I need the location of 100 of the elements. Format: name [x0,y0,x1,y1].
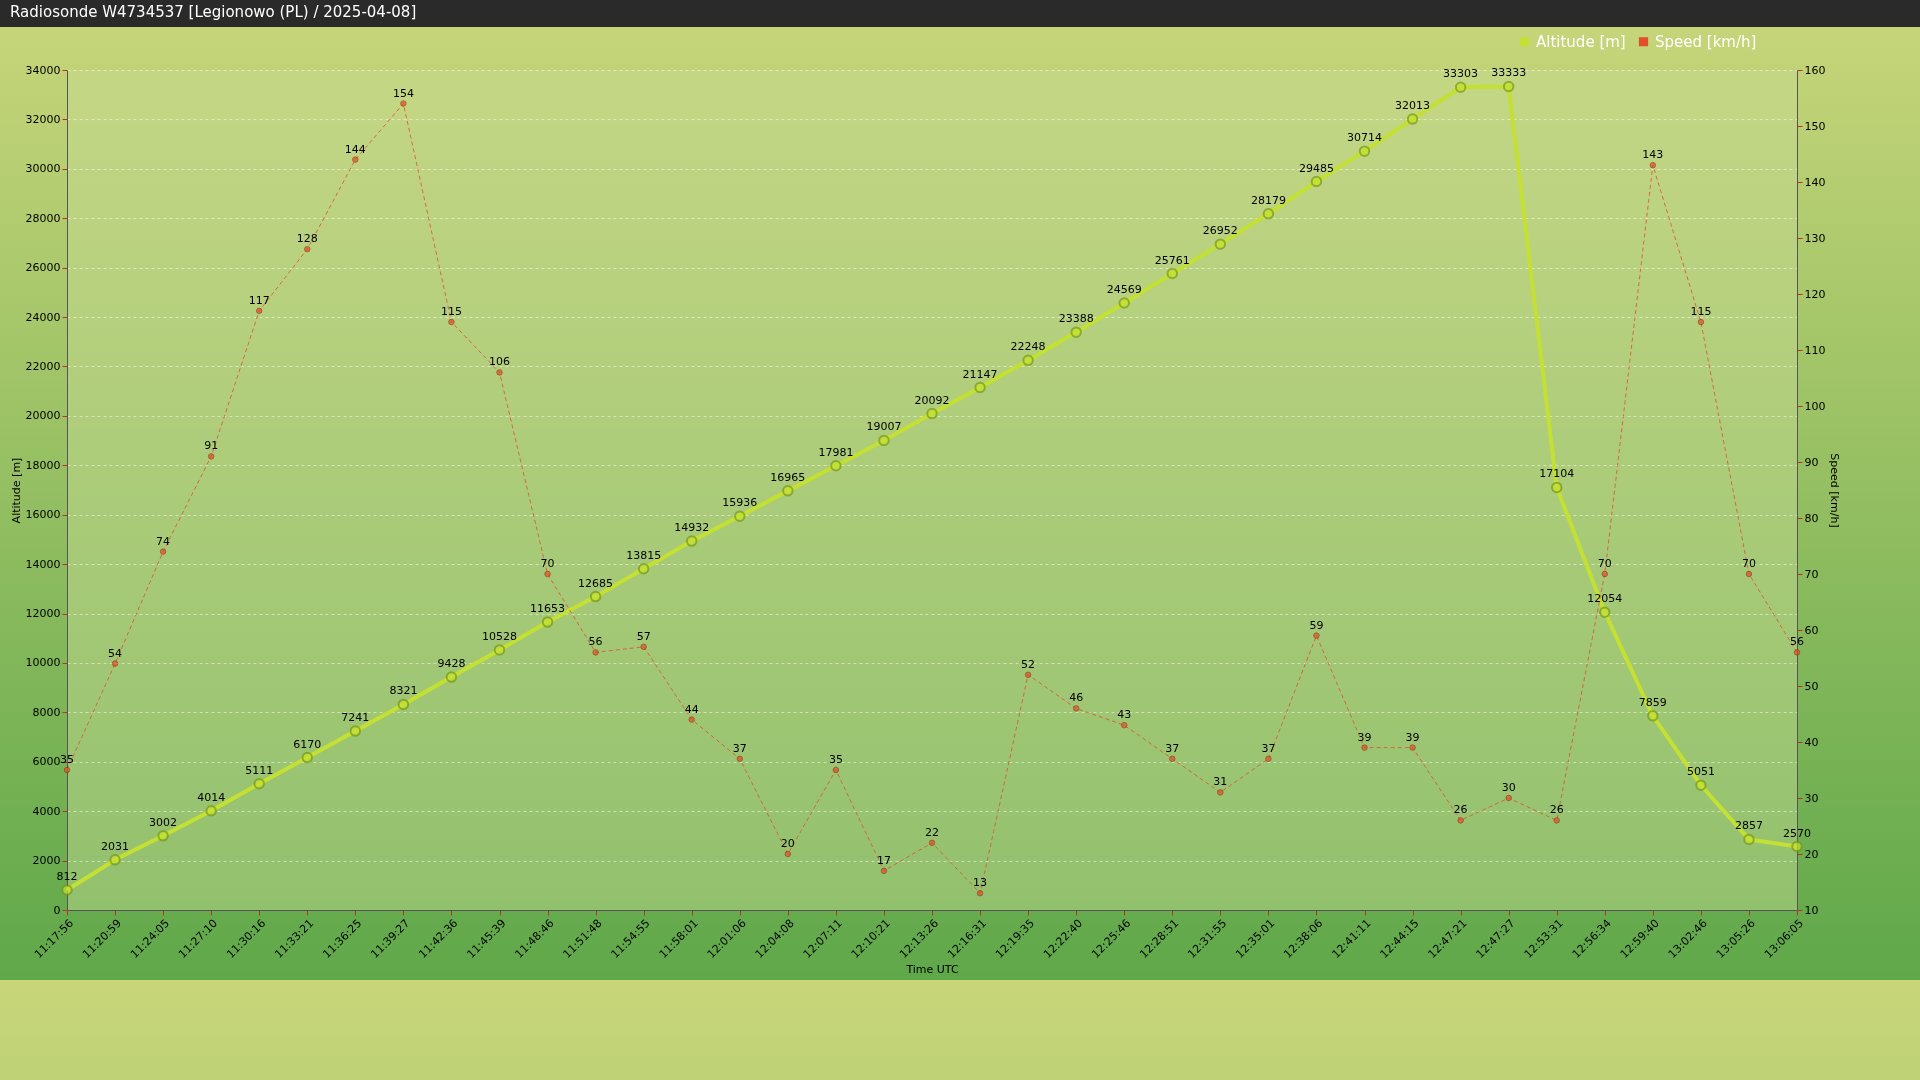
data-label: 56 [1790,635,1804,649]
y-tick-label: 8000 [32,705,61,719]
data-label: 11653 [530,602,566,616]
point [1695,779,1707,791]
y2-tick-label: 10 [1804,903,1819,917]
chart-title: Radiosonde W4734537 [Legionowo (PL) / 2025-04-08] [10,3,417,21]
point [400,100,407,107]
point [1601,570,1609,578]
data-label: 9428 [437,657,466,671]
data-label: 2570 [1783,826,1811,840]
point [111,660,119,667]
point [830,460,842,472]
point [1647,710,1659,722]
data-label: 5051 [1686,765,1715,779]
point [1024,671,1032,679]
data-label: 20 [780,837,795,850]
y-tick-label: 4000 [32,804,61,818]
point [255,307,263,315]
point [1118,297,1130,309]
point [1457,817,1464,824]
data-label: 5111 [245,763,274,777]
data-label: 33303 [1443,67,1479,81]
point [1072,705,1080,712]
point [301,751,314,764]
point [1361,744,1368,751]
y2-axis-title: Speed [km/h] [1828,453,1842,528]
data-label: 35 [60,753,74,766]
point [496,369,503,376]
y2-tick-label: 20 [1804,847,1819,861]
data-label: 30714 [1347,131,1382,145]
data-label: 70 [540,557,555,570]
data-label: 10528 [482,629,517,643]
data-label: 8321 [389,684,418,698]
point [207,453,215,460]
y-tick-label: 28000 [25,211,61,225]
data-label: 32013 [1395,99,1431,113]
y2-tick-label: 80 [1804,511,1819,525]
data-label: 15936 [722,496,758,510]
point [1505,794,1512,802]
data-label: 30 [1501,781,1516,794]
point [493,644,506,656]
x-axis-title: Time UTC [905,963,959,977]
y2-tick-label: 30 [1804,791,1819,805]
data-label: 128 [296,232,318,246]
data-label: 54 [108,646,123,660]
y-tick-label: 34000 [25,63,61,77]
data-label: 154 [392,86,414,100]
point [1697,318,1705,326]
point [1745,570,1753,578]
point [1265,755,1272,763]
point [974,381,986,394]
data-label: 43 [1117,708,1132,722]
data-label: 13 [973,876,988,890]
y2-tick-label: 150 [1804,119,1826,133]
data-label: 22248 [1010,340,1046,354]
legend-label: Altitude [m] [1536,32,1626,51]
data-label: 44 [684,702,699,716]
data-label: 37 [1261,741,1276,755]
data-label: 143 [1642,148,1664,162]
point [688,716,695,723]
data-label: 13815 [626,548,662,562]
point [352,156,359,163]
point [1310,175,1323,188]
data-label: 22 [925,825,939,839]
data-label: 7859 [1638,695,1667,709]
y-tick-label: 16000 [25,508,61,522]
y2-tick-label: 50 [1804,679,1819,693]
point [734,510,746,523]
data-label: 56 [588,635,603,649]
point [736,755,744,763]
data-label: 25761 [1154,253,1190,267]
point [63,766,71,774]
y2-tick-label: 100 [1804,399,1826,413]
data-label: 26 [1453,803,1468,817]
data-label: 2857 [1734,819,1763,833]
y-tick-label: 24000 [25,310,61,324]
data-label: 20092 [914,393,950,407]
point [1313,632,1320,639]
data-label: 4014 [197,790,226,804]
data-label: 31 [1213,775,1228,789]
point [1599,606,1611,618]
point [304,245,311,253]
data-label: 2031 [101,839,130,853]
point [1649,161,1657,169]
point [1358,145,1371,157]
y-axis-title: Altitude [m] [9,457,23,524]
y2-tick-label: 160 [1804,63,1826,77]
data-label: 12054 [1587,592,1623,606]
point [1454,81,1467,93]
data-label: 33333 [1491,66,1527,80]
point [976,889,984,897]
point [157,830,169,842]
data-label: 144 [344,142,366,156]
point [205,805,217,817]
data-label: 106 [489,355,510,369]
y-tick-label: 0 [53,903,61,917]
y2-tick-label: 90 [1804,455,1819,469]
y-tick-label: 22000 [25,359,61,373]
point [926,407,938,420]
data-label: 37 [732,741,747,755]
